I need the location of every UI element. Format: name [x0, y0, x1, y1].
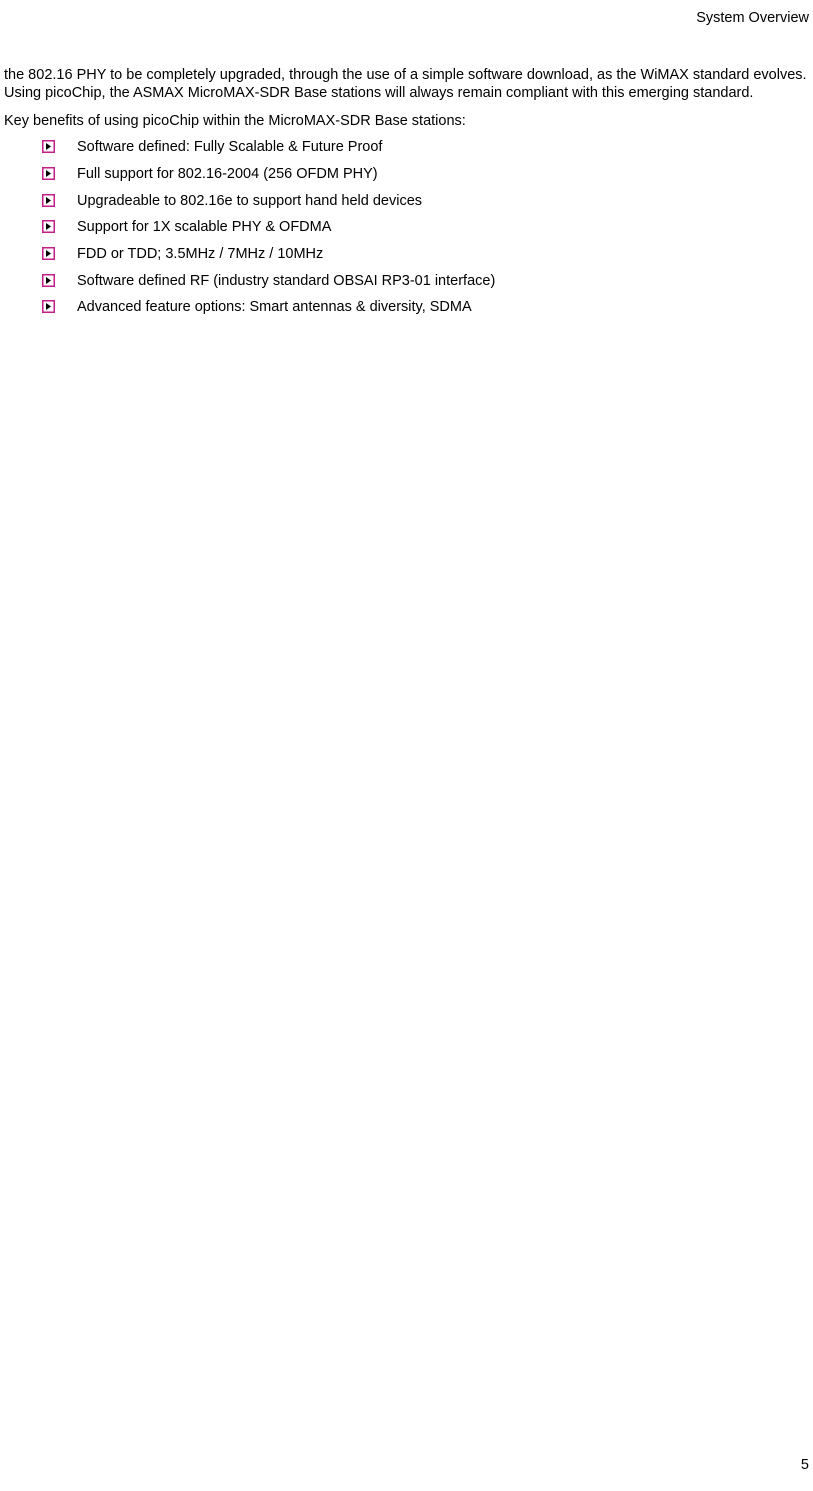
paragraph-1: the 802.16 PHY to be completely upgraded…: [4, 66, 809, 102]
bullet-text: Software defined: Fully Scalable & Futur…: [77, 138, 809, 156]
bullet-arrow-icon: [42, 247, 55, 260]
list-item: Software defined RF (industry standard O…: [42, 272, 809, 290]
paragraph-2: Key benefits of using picoChip within th…: [4, 112, 809, 130]
bullet-arrow-icon: [42, 167, 55, 180]
page-content: the 802.16 PHY to be completely upgraded…: [4, 66, 809, 325]
bullet-arrow-icon: [42, 140, 55, 153]
list-item: FDD or TDD; 3.5MHz / 7MHz / 10MHz: [42, 245, 809, 263]
bullet-text: Support for 1X scalable PHY & OFDMA: [77, 218, 809, 236]
bullet-text: Software defined RF (industry standard O…: [77, 272, 809, 290]
page-number: 5: [801, 1457, 809, 1473]
bullet-arrow-icon: [42, 300, 55, 313]
list-item: Upgradeable to 802.16e to support hand h…: [42, 192, 809, 210]
bullet-text: Full support for 802.16-2004 (256 OFDM P…: [77, 165, 809, 183]
list-item: Support for 1X scalable PHY & OFDMA: [42, 218, 809, 236]
bullet-arrow-icon: [42, 274, 55, 287]
bullet-list: Software defined: Fully Scalable & Futur…: [42, 138, 809, 316]
list-item: Software defined: Fully Scalable & Futur…: [42, 138, 809, 156]
bullet-arrow-icon: [42, 220, 55, 233]
bullet-text: FDD or TDD; 3.5MHz / 7MHz / 10MHz: [77, 245, 809, 263]
bullet-text: Upgradeable to 802.16e to support hand h…: [77, 192, 809, 210]
bullet-text: Advanced feature options: Smart antennas…: [77, 298, 809, 316]
bullet-arrow-icon: [42, 194, 55, 207]
header-title: System Overview: [696, 10, 809, 26]
list-item: Full support for 802.16-2004 (256 OFDM P…: [42, 165, 809, 183]
page-header: System Overview: [696, 10, 809, 26]
list-item: Advanced feature options: Smart antennas…: [42, 298, 809, 316]
